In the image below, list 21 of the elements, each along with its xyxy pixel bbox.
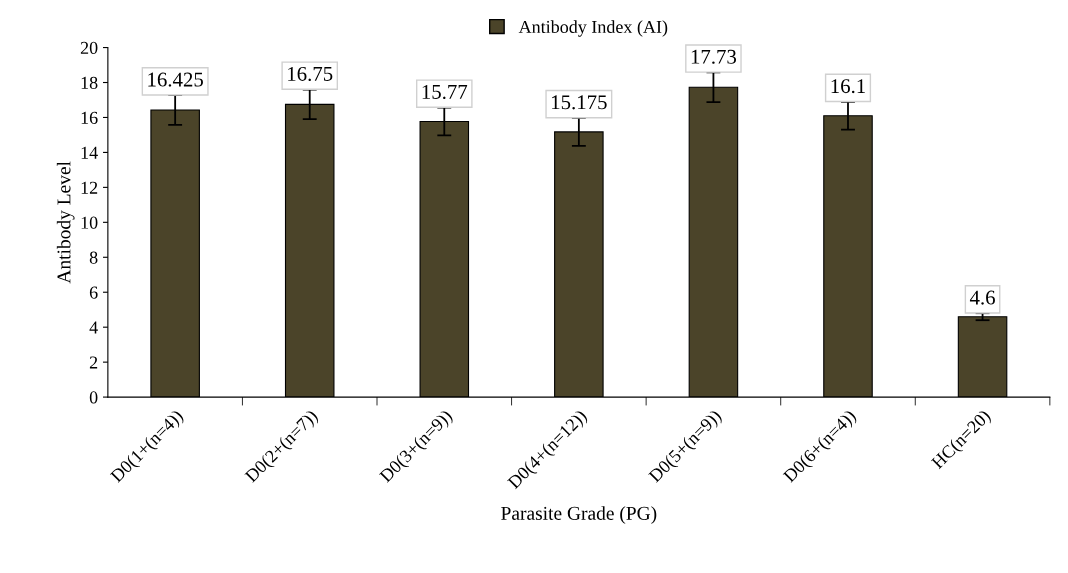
y-tick-label: 20 <box>80 41 98 54</box>
data-label: 17.73 <box>691 49 737 64</box>
legend-label: Antibody Index (AI) <box>518 20 668 37</box>
data-label: 15.175 <box>552 95 607 110</box>
y-tick-label: 12 <box>81 181 98 194</box>
y-tick-label: 16 <box>81 111 98 124</box>
y-axis-title: Antibody Level <box>56 161 75 284</box>
y-tick-label: 18 <box>81 76 98 89</box>
x-axis-title: Parasite Grade (PG) <box>501 506 657 524</box>
y-tick-label: 8 <box>89 251 98 264</box>
y-tick-label: 14 <box>81 146 98 159</box>
y-tick-label: 2 <box>89 356 98 369</box>
data-label: 15.77 <box>422 84 468 99</box>
data-label: 4.6 <box>969 290 995 305</box>
y-tick-label: 4 <box>89 321 98 334</box>
y-tick-label: 6 <box>89 286 98 299</box>
y-tick-label: 10 <box>81 216 98 229</box>
y-tick-label: 0 <box>89 391 98 404</box>
data-label: 16.1 <box>831 79 865 94</box>
data-label: 16.425 <box>148 72 203 87</box>
data-label: 16.75 <box>288 66 333 81</box>
